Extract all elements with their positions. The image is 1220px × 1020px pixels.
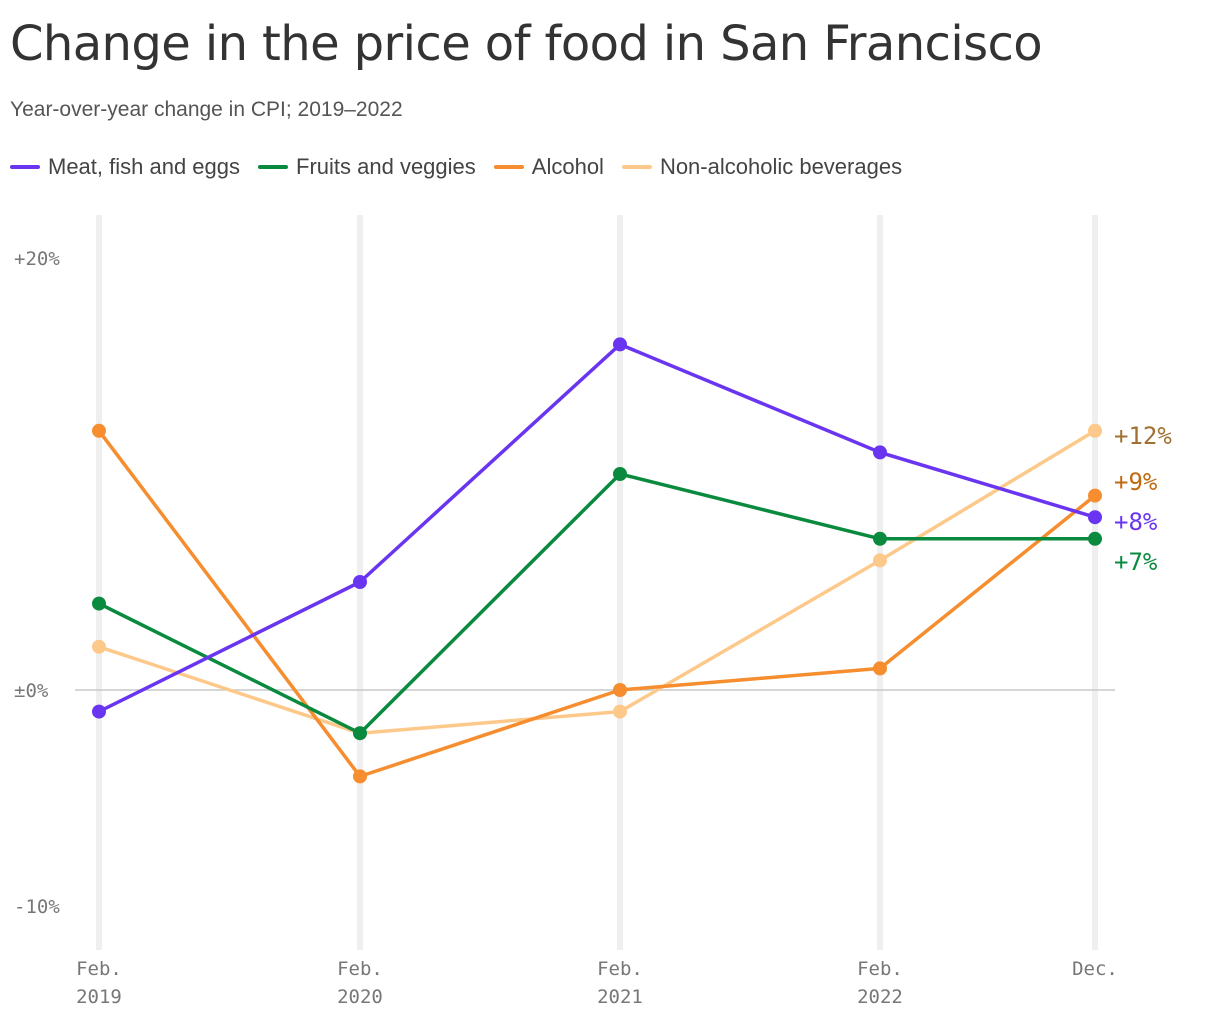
end-label-non-alcoholic-beverages: +12% [1114, 422, 1172, 450]
x-tick-year-2: 2021 [597, 986, 643, 1008]
data-point-non-alcoholic-beverages-4 [1088, 423, 1102, 438]
data-point-fruits-and-veggies-0 [92, 596, 106, 611]
legend-item-beverages: Non-alcoholic beverages [621, 154, 903, 180]
series-line-meat-fish-and-eggs [97, 342, 1097, 714]
x-tick-label-2: Feb. [597, 958, 643, 980]
data-point-non-alcoholic-beverages-0 [92, 639, 106, 654]
x-tick-label-1: Feb. [337, 958, 383, 980]
legend-item-fruits: Fruits and veggies [258, 154, 476, 180]
y-tick-label-1: ±0% [14, 680, 49, 702]
data-point-alcohol-2 [613, 683, 627, 697]
data-point-non-alcoholic-beverages-2 [613, 704, 627, 719]
chart-subtitle: Year-over-year change in CPI; 2019–2022 [10, 98, 403, 121]
legend-swatch-fruits [258, 165, 289, 169]
data-point-meat-fish-and-eggs-0 [92, 704, 106, 719]
data-point-meat-fish-and-eggs-3 [873, 445, 887, 460]
legend-swatch-beverages [621, 165, 652, 169]
series-line-non-alcoholic-beverages [97, 429, 1097, 735]
chart-title: Change in the price of food in San Franc… [10, 16, 1043, 72]
series-line-alcohol [97, 429, 1097, 779]
end-label-alcohol: +9% [1114, 468, 1158, 496]
data-point-fruits-and-veggies-1 [353, 726, 367, 741]
series-line-fruits-and-veggies [97, 472, 1097, 735]
legend-item-alcohol: Alcohol [493, 154, 604, 180]
data-point-alcohol-0 [92, 423, 106, 438]
x-tick-label-4: Dec. [1072, 958, 1118, 980]
data-point-alcohol-1 [353, 769, 367, 784]
end-label-meat-fish-and-eggs: +8% [1114, 508, 1158, 536]
legend-label-meat: Meat, fish and eggs [48, 154, 241, 179]
legend-swatch-meat [10, 165, 40, 169]
legend: Meat, fish and eggs Fruits and veggies A… [10, 154, 920, 180]
y-tick-label-0: +20% [14, 248, 60, 270]
data-point-meat-fish-and-eggs-2 [613, 337, 627, 352]
legend-swatch-alcohol [493, 165, 524, 169]
legend-label-alcohol: Alcohol [531, 154, 604, 179]
data-point-fruits-and-veggies-2 [613, 467, 627, 481]
x-tick-year-0: 2019 [76, 986, 122, 1008]
x-tick-label-3: Feb. [857, 958, 903, 980]
legend-label-fruits: Fruits and veggies [296, 154, 476, 179]
data-point-alcohol-4 [1088, 488, 1102, 503]
data-point-non-alcoholic-beverages-3 [873, 553, 887, 568]
x-tick-label-0: Feb. [76, 958, 122, 980]
legend-label-beverages: Non-alcoholic beverages [659, 154, 903, 179]
data-point-alcohol-3 [873, 661, 887, 676]
data-point-fruits-and-veggies-3 [873, 531, 887, 546]
data-point-meat-fish-and-eggs-1 [353, 575, 367, 589]
data-point-meat-fish-and-eggs-4 [1088, 510, 1102, 525]
data-point-fruits-and-veggies-4 [1088, 531, 1102, 546]
end-label-fruits-and-veggies: +7% [1114, 548, 1158, 576]
x-tick-year-1: 2020 [337, 986, 383, 1008]
legend-item-meat: Meat, fish and eggs [10, 154, 240, 180]
x-tick-year-3: 2022 [857, 986, 903, 1008]
y-tick-label-2: -10% [14, 896, 60, 918]
